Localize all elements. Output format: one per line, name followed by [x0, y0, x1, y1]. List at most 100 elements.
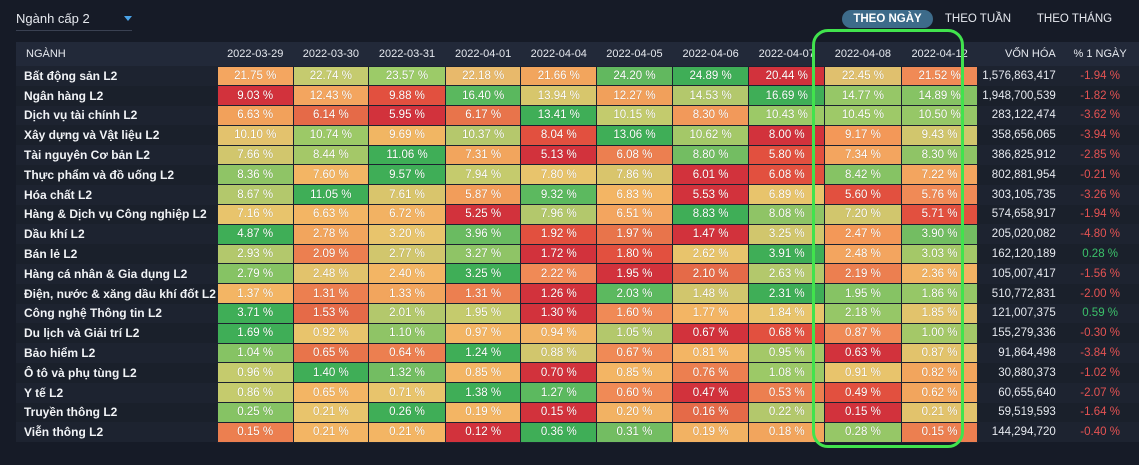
- table-header-row: NGÀNH 2022-03-29 2022-03-30 2022-03-31 2…: [16, 42, 1139, 66]
- heatmap-cell: 9.57 %: [368, 164, 446, 186]
- table-row[interactable]: Bảo hiểm L2 1.04 % 0.65 % 0.64 % 1.24 % 0.88 …: [16, 342, 1139, 364]
- heatmap-cell: 23.57 %: [368, 65, 446, 87]
- heatmap-cell: 1.32 %: [368, 362, 446, 384]
- heatmap-cell: 0.95 %: [748, 342, 826, 364]
- heatmap-cell: 24.89 %: [671, 65, 750, 87]
- heatmap-cell: 3.25 %: [444, 263, 522, 285]
- heatmap-cell: 13.41 %: [520, 105, 598, 126]
- header-date[interactable]: 2022-04-06: [672, 42, 749, 66]
- heatmap-cell: 2.22 %: [520, 263, 598, 285]
- heatmap-cell: 1.48 %: [671, 283, 750, 305]
- heatmap-cell: 7.31 %: [444, 144, 522, 166]
- chevron-down-icon[interactable]: [124, 16, 132, 21]
- sector-name: Y tế L2: [16, 382, 218, 403]
- table-row[interactable]: Công nghệ Thông tin L2 3.71 % 1.53 % 2.01 %…: [16, 303, 1139, 324]
- table-row[interactable]: Ngân hàng L2 9.03 % 12.43 % 9.88 % 16.40 % 13…: [16, 85, 1139, 107]
- table-row[interactable]: Bán lẻ L2 2.93 % 2.09 % 2.77 % 3.27 % 1.72 % 1…: [16, 243, 1139, 265]
- heatmap-cell: 0.67 %: [596, 342, 673, 364]
- heatmap-cell: 0.49 %: [824, 382, 902, 404]
- heatmap-cell: 6.63 %: [292, 204, 370, 225]
- header-sector[interactable]: NGÀNH: [16, 42, 218, 66]
- table-row[interactable]: Y tế L2 0.86 % 0.65 % 0.71 % 1.38 % 1.27 % 0.6…: [16, 382, 1139, 404]
- one-day-change-value: -1.94 %: [1061, 66, 1139, 86]
- market-cap-value: 105,007,417: [977, 263, 1062, 284]
- header-date[interactable]: 2022-04-07: [748, 42, 825, 66]
- sector-name: Bất động sản L2: [16, 66, 218, 86]
- heatmap-cell: 10.15 %: [596, 105, 673, 126]
- heatmap-cell: 1.27 %: [520, 382, 598, 404]
- heatmap-cell: 2.93 %: [216, 243, 294, 265]
- table-row[interactable]: Hàng cá nhân & Gia dụng L2 2.79 % 2.48 % 2.…: [16, 263, 1139, 285]
- heatmap-cell: 9.32 %: [520, 184, 598, 206]
- tab-weekly[interactable]: THEO TUẦN: [944, 13, 1012, 25]
- industry-level-dropdown[interactable]: Ngành cấp 2: [16, 6, 132, 31]
- header-date[interactable]: 2022-03-30: [293, 42, 369, 66]
- heatmap-cell: 24.20 %: [596, 65, 673, 87]
- market-cap-value: 121,007,375: [977, 303, 1062, 324]
- table-row[interactable]: Du lịch và Giải trí L2 1.69 % 0.92 % 1.10 %…: [16, 322, 1139, 344]
- table-row[interactable]: Truyền thông L2 0.25 % 0.21 % 0.26 % 0.19 % 0…: [16, 402, 1139, 423]
- header-date[interactable]: 2022-04-08: [824, 42, 902, 66]
- heatmap-cell: 1.31 %: [444, 283, 522, 305]
- table-row[interactable]: Điện, nước & xăng dầu khí đốt L2 1.37 % 1.…: [16, 283, 1139, 305]
- sector-name: Điện, nước & xăng dầu khí đốt L2: [16, 283, 218, 304]
- heatmap-cell: 8.08 %: [748, 204, 826, 225]
- table-row[interactable]: Ô tô và phụ tùng L2 0.96 % 1.40 % 1.32 % 0.8…: [16, 362, 1139, 384]
- heatmap-cell: 7.60 %: [292, 164, 370, 186]
- table-row[interactable]: Hàng & Dịch vụ Công nghiệp L2 7.16 % 6.63 …: [16, 204, 1139, 225]
- market-cap-value: 144,294,720: [977, 422, 1062, 443]
- heatmap-cell: 1.69 %: [216, 322, 294, 344]
- heatmap-cell: 11.06 %: [368, 144, 446, 166]
- heatmap-cell: 22.74 %: [292, 65, 370, 87]
- market-cap-value: 162,120,189: [977, 244, 1062, 264]
- heatmap-cell: 7.94 %: [444, 164, 522, 186]
- table-row[interactable]: Bất động sản L2 21.75 % 22.74 % 23.57 % 22.1…: [16, 65, 1139, 87]
- tab-monthly[interactable]: THEO THÁNG: [1036, 13, 1113, 25]
- one-day-change-value: -1.82 %: [1061, 85, 1139, 106]
- heatmap-cell: 12.43 %: [292, 85, 370, 107]
- table-row[interactable]: Hóa chất L2 8.67 % 11.05 % 7.61 % 5.87 % 9.32…: [16, 184, 1139, 206]
- heatmap-cell: 1.05 %: [596, 322, 673, 344]
- header-date[interactable]: 2022-03-29: [217, 42, 294, 66]
- one-day-change-value: -2.85 %: [1061, 145, 1139, 165]
- heatmap-cell: 1.77 %: [671, 303, 750, 324]
- heatmap-cell: 9.17 %: [824, 124, 902, 146]
- heatmap-cell: 5.95 %: [368, 105, 446, 126]
- heatmap-cell: 1.08 %: [748, 362, 826, 384]
- heatmap-cell: 11.05 %: [292, 184, 370, 206]
- header-one-day-change[interactable]: % 1 NGÀY: [1061, 42, 1139, 66]
- heatmap-cell: 0.68 %: [748, 322, 826, 344]
- header-date[interactable]: 2022-04-05: [596, 42, 673, 66]
- heatmap-cell: 13.06 %: [596, 124, 673, 146]
- table-row[interactable]: Viễn thông L2 0.15 % 0.21 % 0.21 % 0.12 % 0.3…: [16, 421, 1139, 443]
- heatmap-cell: 0.21 %: [368, 421, 446, 443]
- heatmap-cell: 0.21 %: [292, 402, 370, 423]
- header-date[interactable]: 2022-04-12: [901, 42, 978, 66]
- header-market-cap[interactable]: VỐN HÓA: [977, 42, 1062, 66]
- heatmap-cell: 1.04 %: [216, 342, 294, 364]
- one-day-change-value: -1.64 %: [1061, 402, 1139, 423]
- sector-heatmap-table: NGÀNH 2022-03-29 2022-03-30 2022-03-31 2…: [16, 42, 1139, 443]
- heatmap-cell: 2.48 %: [292, 263, 370, 285]
- heatmap-cell: 3.71 %: [216, 303, 294, 324]
- market-cap-value: 283,122,474: [977, 105, 1062, 126]
- heatmap-cell: 2.40 %: [368, 263, 446, 285]
- table-row[interactable]: Xây dựng và Vật liệu L2 10.10 % 10.74 % 9.6…: [16, 124, 1139, 146]
- header-date[interactable]: 2022-04-01: [445, 42, 521, 66]
- heatmap-cell: 3.27 %: [444, 243, 522, 265]
- heatmap-cell: 4.87 %: [216, 223, 294, 245]
- table-row[interactable]: Thực phẩm và đồ uống L2 8.36 % 7.60 % 9.57 …: [16, 164, 1139, 186]
- heatmap-cell: 0.85 %: [444, 362, 522, 384]
- table-row[interactable]: Dầu khí L2 4.87 % 2.78 % 3.20 % 3.96 % 1.92 %…: [16, 223, 1139, 245]
- heatmap-cell: 7.22 %: [900, 164, 979, 186]
- heatmap-cell: 1.30 %: [520, 303, 598, 324]
- header-date[interactable]: 2022-03-31: [368, 42, 446, 66]
- one-day-change-value: -0.30 %: [1061, 323, 1139, 344]
- table-row[interactable]: Tài nguyên Cơ bản L2 7.66 % 8.44 % 11.06 % 7…: [16, 144, 1139, 166]
- tab-daily[interactable]: THEO NGÀY: [842, 10, 933, 28]
- heatmap-cell: 0.21 %: [900, 402, 979, 423]
- table-row[interactable]: Dịch vụ tài chính L2 6.63 % 6.14 % 5.95 % 6.…: [16, 105, 1139, 126]
- one-day-change-value: -3.26 %: [1061, 184, 1139, 205]
- header-date[interactable]: 2022-04-04: [520, 42, 597, 66]
- sector-name: Du lịch và Giải trí L2: [16, 323, 218, 344]
